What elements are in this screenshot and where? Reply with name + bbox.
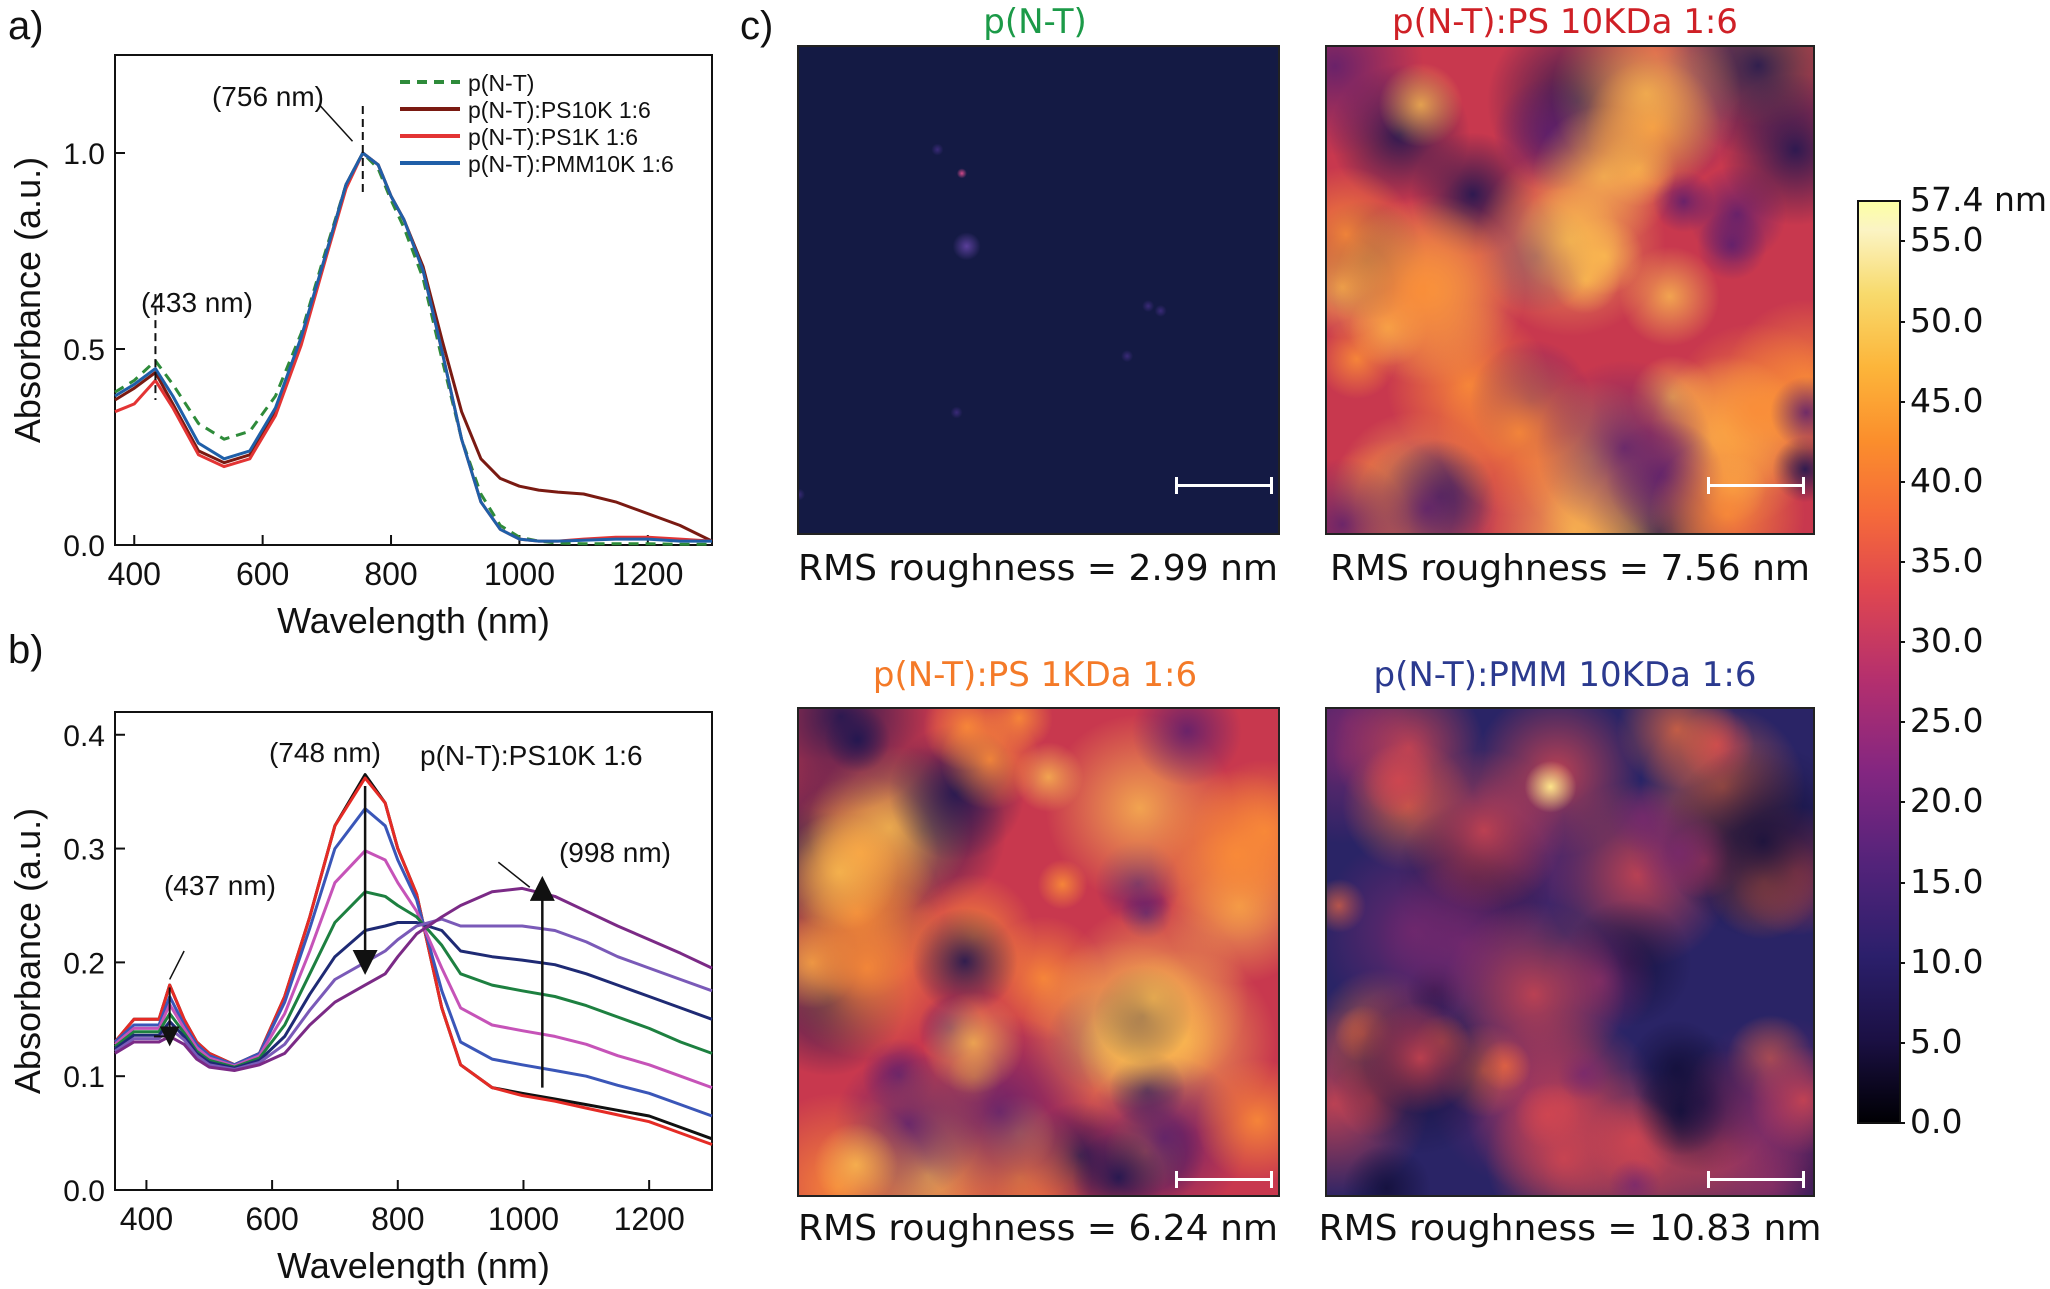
colorbar-tick-label: 50.0 [1910, 300, 1984, 340]
afm-title-2: p(N-T):PS 10KDa 1:6 [1392, 2, 1738, 42]
colorbar-tick-mark [1899, 961, 1905, 964]
y-tick-label: 0.4 [63, 720, 105, 753]
colorbar-tick-mark [1899, 400, 1905, 403]
x-tick-label: 400 [120, 1201, 173, 1237]
y-tick-label: 0.2 [63, 947, 105, 980]
afm-image-ps1k [797, 707, 1280, 1197]
colorbar-tick-mark [1899, 641, 1905, 644]
scale-bar [1707, 1171, 1805, 1188]
legend-label-2: p(N-T):PS10K 1:6 [468, 97, 651, 123]
leader-line-437 [169, 950, 185, 980]
annotation-748: (748 nm) [269, 737, 381, 768]
inset-label: p(N-T):PS10K 1:6 [420, 740, 643, 771]
colorbar-tick-label: 5.0 [1910, 1021, 1963, 1061]
x-axis-label: Wavelength (nm) [277, 1245, 550, 1285]
y-tick-label: 1.0 [63, 138, 105, 171]
height-colorbar [1857, 200, 1901, 1124]
x-tick-label: 1200 [612, 556, 683, 592]
series-line-2 [113, 776, 713, 1146]
legend-label-4: p(N-T):PMM10K 1:6 [468, 151, 674, 177]
colorbar-tick-label: 30.0 [1910, 621, 1984, 661]
colorbar-tick-label: 15.0 [1910, 861, 1984, 901]
colorbar-tick-label: 45.0 [1910, 380, 1984, 420]
series-line-6 [114, 921, 713, 1070]
afm-rms-2: RMS roughness = 7.56 nm [1330, 548, 1810, 589]
scale-bar [1175, 1171, 1273, 1188]
panel-b-label: b) [8, 628, 44, 672]
colorbar-tick-mark [1899, 1041, 1905, 1044]
x-tick-label: 800 [371, 1201, 424, 1237]
x-axis-label: Wavelength (nm) [277, 600, 550, 641]
series-line-4 [114, 151, 712, 543]
panel-c-label: c) [740, 4, 774, 48]
y-axis-label: Absorbance (a.u.) [7, 808, 48, 1094]
series-line-3 [114, 151, 713, 543]
x-tick-label: 800 [364, 556, 417, 592]
colorbar-tick-mark [1899, 1122, 1905, 1124]
plot-frame [114, 711, 713, 1191]
series-line-2 [114, 151, 713, 543]
afm-title-4: p(N-T):PMM 10KDa 1:6 [1373, 655, 1757, 695]
plot-frame [114, 54, 713, 546]
annotation-998: (998 nm) [559, 837, 671, 868]
y-tick-label: 0.1 [63, 1061, 105, 1094]
colorbar-tick-label: 20.0 [1910, 781, 1984, 821]
colorbar-tick-mark [1899, 480, 1905, 483]
annotation-756: (756 nm) [212, 81, 324, 112]
series-line-1 [113, 773, 713, 1141]
afm-image-pmm10k [1325, 707, 1815, 1197]
afm-image-pnt [797, 45, 1280, 535]
colorbar-max-label: 57.4 nm [1910, 180, 2048, 219]
y-axis-label: Absorbance (a.u.) [7, 157, 48, 443]
scale-bar [1707, 477, 1805, 494]
annotation-433: (433 nm) [141, 287, 253, 318]
series-line-5 [114, 890, 713, 1069]
afm-title-3: p(N-T):PS 1KDa 1:6 [872, 655, 1198, 695]
y-tick-label: 0.0 [63, 1175, 105, 1208]
afm-rms-1: RMS roughness = 2.99 nm [798, 548, 1278, 589]
series-line-1 [114, 151, 712, 546]
x-tick-label: 1200 [614, 1201, 685, 1237]
legend-label-1: p(N-T) [468, 70, 534, 96]
scale-bar [1175, 477, 1273, 494]
colorbar-tick-label: 55.0 [1910, 220, 1984, 260]
colorbar-tick-label: 10.0 [1910, 941, 1984, 981]
annotation-437: (437 nm) [164, 870, 276, 901]
x-tick-label: 600 [245, 1201, 298, 1237]
colorbar-tick-mark [1899, 320, 1905, 323]
afm-rms-3: RMS roughness = 6.24 nm [798, 1208, 1278, 1249]
colorbar-tick-mark [1899, 881, 1905, 884]
colorbar-tick-mark [1899, 721, 1905, 724]
colorbar-tick-mark [1899, 801, 1905, 804]
x-tick-label: 1000 [488, 1201, 559, 1237]
y-tick-label: 0.3 [63, 834, 105, 867]
x-tick-label: 1000 [484, 556, 555, 592]
colorbar-tick-mark [1899, 240, 1905, 243]
colorbar-tick-mark [1899, 561, 1905, 564]
colorbar-tick-label: 40.0 [1910, 460, 1984, 500]
y-tick-label: 0.5 [63, 334, 105, 367]
colorbar-tick-label: 25.0 [1910, 701, 1984, 741]
afm-image-ps10k [1325, 45, 1815, 535]
panel-a-label: a) [8, 4, 44, 48]
colorbar-tick-label: 35.0 [1910, 541, 1984, 581]
chart-a: 400 600 800 1000 1200 0.0 0.5 1.0 Wavelength (nm… [7, 54, 713, 641]
leader-line-756 [319, 105, 354, 142]
legend-label-3: p(N-T):PS1K 1:6 [468, 124, 638, 150]
afm-title-1: p(N-T) [983, 2, 1087, 42]
series-line-8 [114, 886, 713, 1072]
series-line-4 [114, 849, 713, 1090]
x-tick-label: 600 [236, 556, 289, 592]
leader-line-998 [497, 861, 531, 888]
series-line-7 [114, 917, 713, 1071]
afm-rms-4: RMS roughness = 10.83 nm [1318, 1208, 1822, 1249]
y-tick-label: 0.0 [63, 530, 105, 563]
chart-b: 400 600 800 1000 1200 0.0 0.1 0.2 0.3 0.4 Waveleng… [7, 711, 713, 1285]
x-tick-label: 400 [108, 556, 161, 592]
series-line-3 [113, 807, 713, 1118]
colorbar-tick-label: 0.0 [1910, 1102, 1963, 1141]
